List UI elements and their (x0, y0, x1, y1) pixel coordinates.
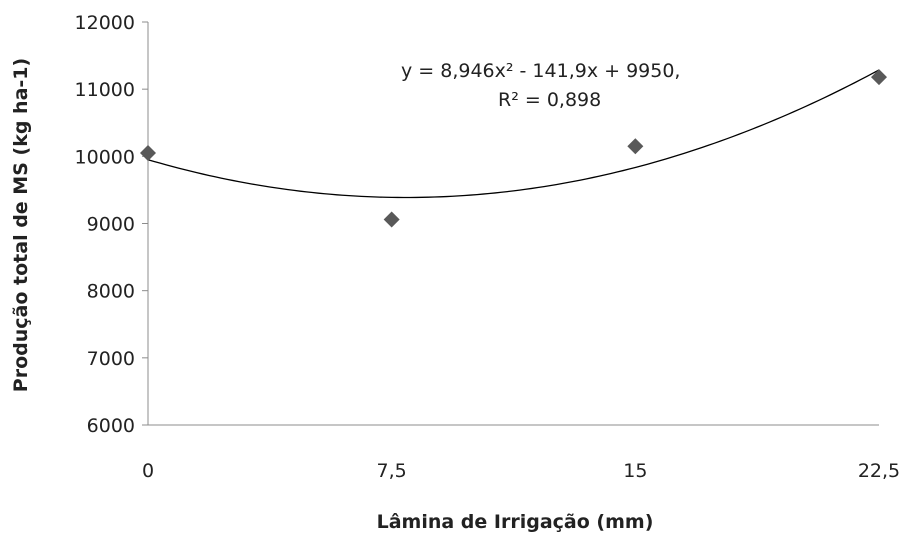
y-tick-label: 11000 (75, 79, 135, 101)
data-point (140, 144, 156, 161)
trendline-curve (147, 69, 880, 199)
data-point (383, 211, 400, 228)
y-tick-label: 9000 (87, 214, 135, 236)
data-point (627, 138, 644, 155)
x-tick-label: 15 (623, 460, 647, 482)
x-tick-label: 7,5 (377, 460, 407, 482)
trendline-r-squared: R² = 0,898 (498, 89, 601, 111)
y-tick-label: 6000 (87, 415, 135, 437)
x-axis-ticks: 0 7,5 15 22,5 (142, 460, 900, 482)
y-axis-title: Produção total de MS (kg ha-1) (10, 58, 32, 392)
trendline-equation: y = 8,946x² - 141,9x + 9950, (401, 60, 680, 82)
data-point (871, 69, 887, 86)
y-tick-label: 8000 (87, 281, 135, 303)
x-tick-label: 22,5 (858, 460, 900, 482)
data-points (140, 69, 887, 228)
y-axis-ticks: 6000 7000 8000 9000 10000 11000 12000 (75, 12, 148, 437)
y-tick-label: 12000 (75, 12, 135, 34)
y-tick-label: 10000 (75, 146, 135, 168)
y-tick-label: 7000 (87, 348, 135, 370)
x-tick-label: 0 (142, 460, 154, 482)
axes (147, 22, 879, 426)
x-axis-title: Lâmina de Irrigação (mm) (377, 511, 654, 533)
